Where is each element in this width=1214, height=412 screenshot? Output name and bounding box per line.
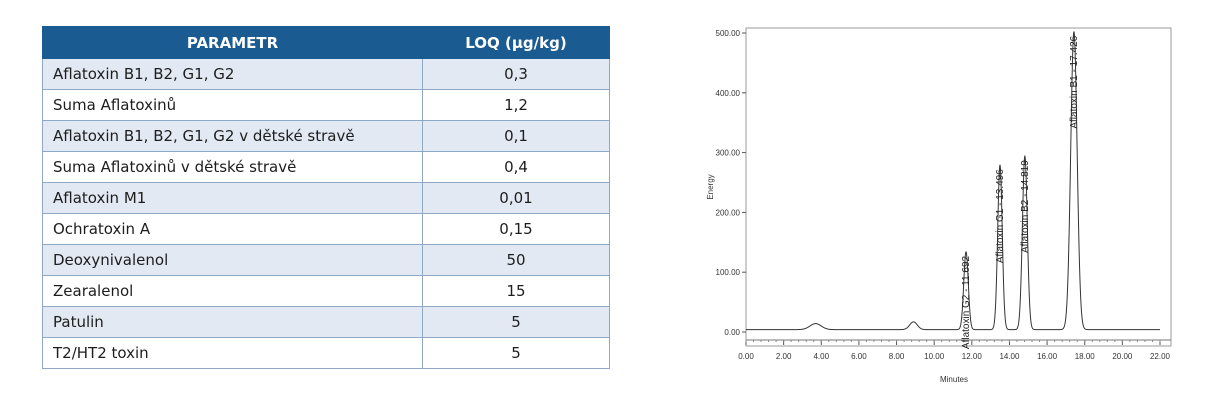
y-axis-title: Energy xyxy=(706,174,715,199)
table-row: Suma Aflatoxinů 1,2 xyxy=(42,89,610,121)
y-tick-label: 0.00 xyxy=(724,328,740,337)
parameter-cell: T2/HT2 toxin xyxy=(42,337,423,369)
parameter-cell: Zearalenol xyxy=(42,275,423,307)
loq-cell: 0,4 xyxy=(422,151,610,183)
plot-frame xyxy=(745,27,1172,347)
loq-cell: 0,3 xyxy=(422,58,610,90)
y-tick-label: 300.00 xyxy=(716,149,741,158)
table-row: Ochratoxin A 0,15 xyxy=(42,213,610,245)
table-row: Deoxynivalenol 50 xyxy=(42,244,610,276)
x-tick-label: 8.00 xyxy=(889,352,905,361)
chromatogram-line xyxy=(746,31,1160,331)
x-tick-label: 18.00 xyxy=(1075,352,1096,361)
y-tick-label: 200.00 xyxy=(716,208,741,217)
loq-cell: 15 xyxy=(422,275,610,307)
table-row: Aflatoxin M1 0,01 xyxy=(42,182,610,214)
loq-table: PARAMETR LOQ (µg/kg) Aflatoxin B1, B2, G… xyxy=(42,26,610,369)
table-row: Patulin 5 xyxy=(42,306,610,338)
table-row: T2/HT2 toxin 5 xyxy=(42,337,610,369)
y-tick-label: 100.00 xyxy=(716,268,741,277)
parameter-cell: Aflatoxin B1, B2, G1, G2 xyxy=(42,58,423,90)
x-tick-label: 20.00 xyxy=(1112,352,1133,361)
peak-label: Aflatoxin B1 - 17.426 xyxy=(1069,35,1080,128)
x-tick-label: 10.00 xyxy=(924,352,945,361)
parameter-cell: Aflatoxin B1, B2, G1, G2 v dětské stravě xyxy=(42,120,423,152)
x-axis: 0.00 2.00 4.00 6.00 8.00 10.00 12.00 14.00 16.00… xyxy=(738,339,1171,361)
table-row: Aflatoxin B1, B2, G1, G2 0,3 xyxy=(42,58,610,90)
y-axis: 0.00 100.00 200.00 300.00 400.00 500.00 xyxy=(716,29,746,337)
x-tick-label: 14.00 xyxy=(999,352,1020,361)
x-tick-label: 16.00 xyxy=(1037,352,1058,361)
x-tick-label: 0.00 xyxy=(738,352,754,361)
loq-cell: 50 xyxy=(422,244,610,276)
loq-cell: 0,15 xyxy=(422,213,610,245)
parameter-cell: Patulin xyxy=(42,306,423,338)
header-loq: LOQ (µg/kg) xyxy=(422,26,610,59)
loq-cell: 0,1 xyxy=(422,120,610,152)
table-row: Aflatoxin B1, B2, G1, G2 v dětské stravě… xyxy=(42,120,610,152)
x-axis-title: Minutes xyxy=(940,375,968,384)
table-header-row: PARAMETR LOQ (µg/kg) xyxy=(42,26,610,59)
x-tick-label: 4.00 xyxy=(813,352,829,361)
peak-label: Aflatoxin B2 - 14.819 xyxy=(1020,160,1031,253)
loq-cell: 5 xyxy=(422,306,610,338)
x-tick-label: 12.00 xyxy=(962,352,983,361)
loq-cell: 0,01 xyxy=(422,182,610,214)
y-tick-label: 500.00 xyxy=(716,29,741,38)
peak-label: Aflatoxin G1 - 13.496 xyxy=(995,169,1006,263)
parameter-cell: Deoxynivalenol xyxy=(42,244,423,276)
peak-labels: Aflatoxin G2 - 11.692 Aflatoxin G1 - 13.4… xyxy=(961,35,1080,349)
parameter-cell: Aflatoxin M1 xyxy=(42,182,423,214)
parameter-cell: Suma Aflatoxinů xyxy=(42,89,423,121)
parameter-cell: Suma Aflatoxinů v dětské stravě xyxy=(42,151,423,183)
y-tick-label: 400.00 xyxy=(716,89,741,98)
header-parameter: PARAMETR xyxy=(42,26,423,59)
chromatogram-chart: 0.00 100.00 200.00 300.00 400.00 500.00 0.00 2… xyxy=(706,27,1172,384)
x-tick-label: 6.00 xyxy=(851,352,867,361)
x-tick-label: 22.00 xyxy=(1150,352,1171,361)
loq-cell: 1,2 xyxy=(422,89,610,121)
table-row: Zearalenol 15 xyxy=(42,275,610,307)
x-tick-label: 2.00 xyxy=(776,352,792,361)
parameter-cell: Ochratoxin A xyxy=(42,213,423,245)
peak-label: Aflatoxin G2 - 11.692 xyxy=(961,255,972,349)
loq-cell: 5 xyxy=(422,337,610,369)
table-row: Suma Aflatoxinů v dětské stravě 0,4 xyxy=(42,151,610,183)
